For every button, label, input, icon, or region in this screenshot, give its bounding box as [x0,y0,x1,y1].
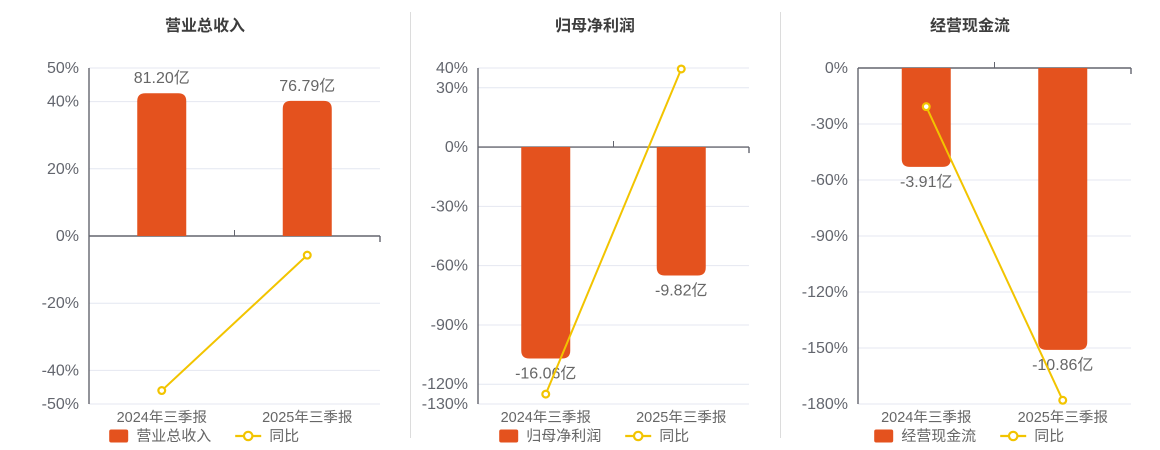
svg-text:0%: 0% [56,228,79,245]
svg-text:-90%: -90% [431,317,468,334]
svg-text:-10.86亿: -10.86亿 [1032,356,1093,374]
svg-text:-50%: -50% [42,396,79,413]
svg-text:50%: 50% [47,60,79,77]
svg-text:-60%: -60% [431,258,468,275]
svg-text:-120%: -120% [422,376,468,393]
svg-text:2024年三季报: 2024年三季报 [501,409,592,426]
svg-text:-20%: -20% [42,295,79,312]
svg-text:-16.06亿: -16.06亿 [515,365,576,383]
svg-text:-90%: -90% [811,228,848,245]
svg-text:40%: 40% [47,94,79,111]
svg-text:-60%: -60% [811,172,848,189]
svg-text:2024年三季报: 2024年三季报 [881,409,972,426]
svg-text:40%: 40% [436,60,468,77]
svg-text:-9.82亿: -9.82亿 [655,282,707,300]
svg-text:2025年三季报: 2025年三季报 [262,409,353,426]
svg-text:-3.91亿: -3.91亿 [900,173,952,191]
svg-text:归母净利润: 归母净利润 [526,428,601,445]
svg-text:76.79亿: 76.79亿 [279,77,335,95]
svg-text:2025年三季报: 2025年三季报 [1018,409,1109,426]
svg-text:同比: 同比 [1034,428,1064,445]
svg-text:-30%: -30% [811,116,848,133]
svg-text:营业总收入: 营业总收入 [136,427,211,445]
svg-text:0%: 0% [825,60,848,77]
svg-text:经营现金流: 经营现金流 [901,428,976,445]
svg-text:2025年三季报: 2025年三季报 [636,409,727,426]
svg-text:2024年三季报: 2024年三季报 [117,409,208,426]
svg-text:30%: 30% [436,80,468,97]
svg-text:-120%: -120% [802,284,848,301]
svg-text:81.20亿: 81.20亿 [134,69,190,87]
svg-text:20%: 20% [47,161,79,178]
svg-text:-180%: -180% [802,396,848,413]
svg-text:0%: 0% [445,139,468,156]
svg-text:同比: 同比 [269,428,299,445]
svg-text:-130%: -130% [422,396,468,413]
svg-text:同比: 同比 [659,428,689,445]
svg-text:-150%: -150% [802,340,848,357]
svg-text:-30%: -30% [431,198,468,215]
svg-text:-40%: -40% [42,362,79,379]
